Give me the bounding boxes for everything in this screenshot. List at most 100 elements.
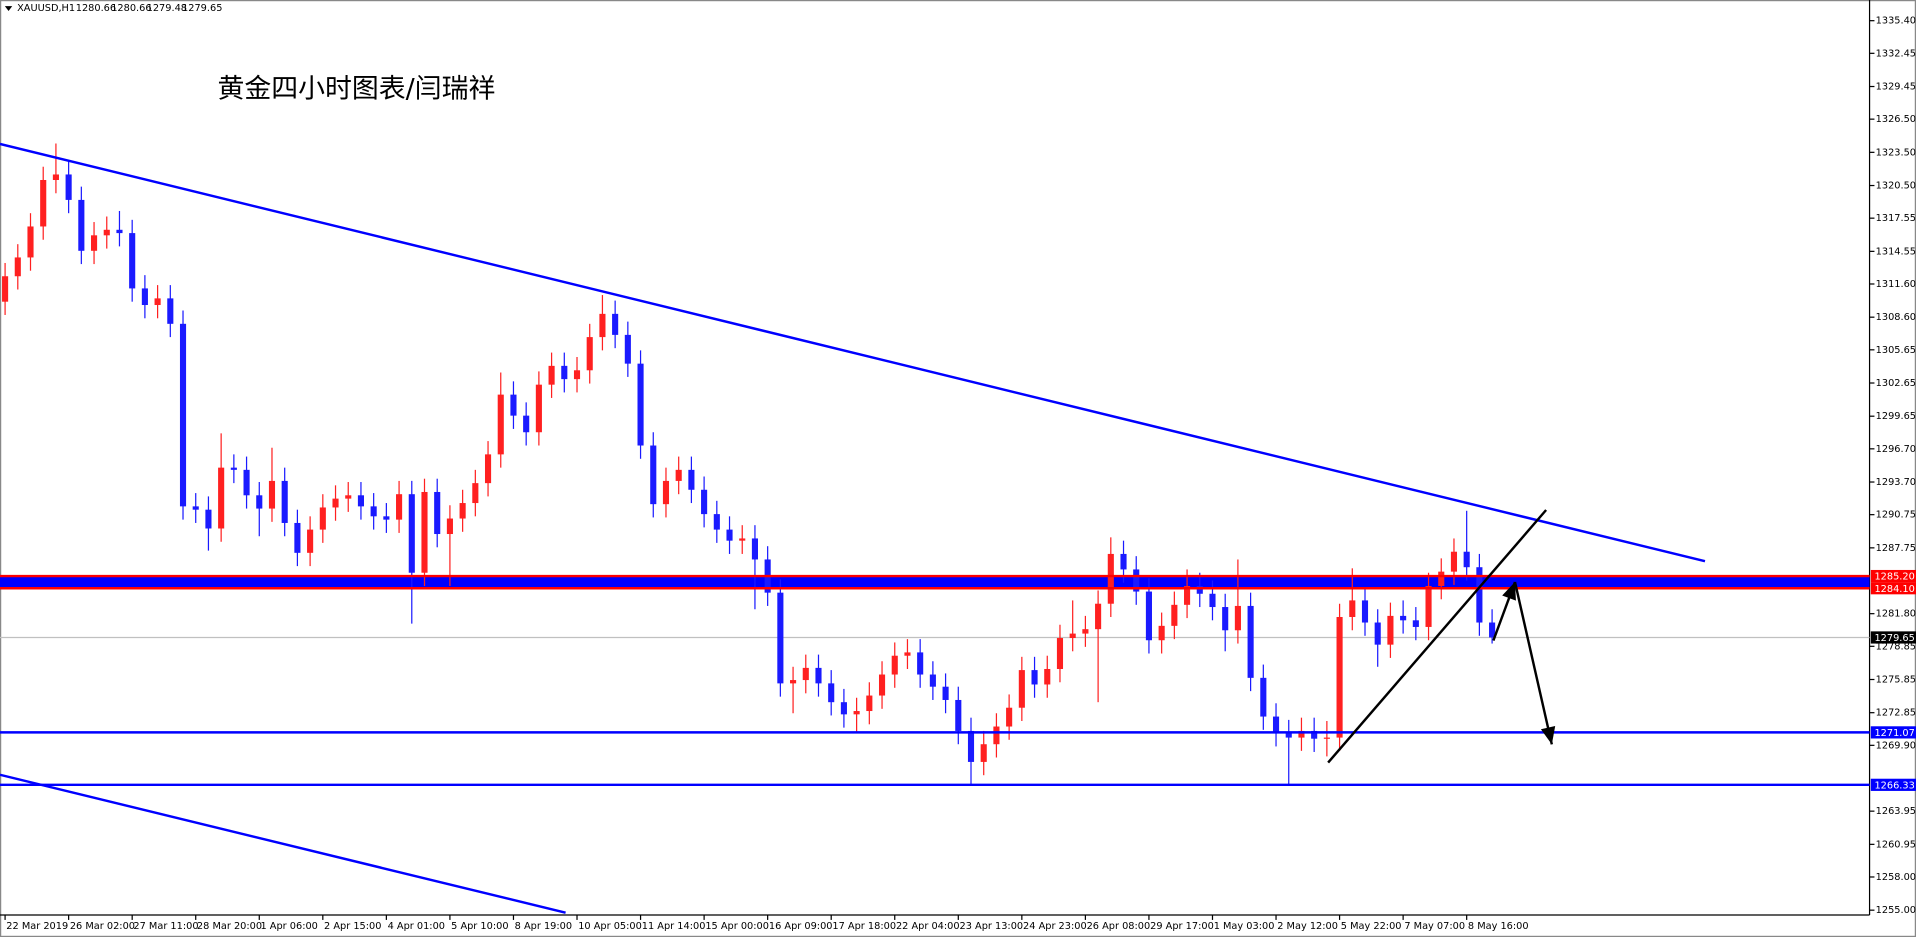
- candle-body: [243, 469, 250, 496]
- price-tag-label: 1279.65: [1874, 633, 1914, 644]
- candle-body: [1450, 551, 1458, 572]
- x-tick-label: 4 Apr 01:00: [388, 921, 445, 932]
- candle-body: [497, 394, 504, 455]
- x-tick-label: 5 Apr 10:00: [451, 921, 508, 932]
- x-tick-label: 26 Apr 08:00: [1087, 921, 1151, 932]
- candle-body: [1184, 586, 1191, 605]
- level-band: [0, 576, 1870, 589]
- candle-body: [1006, 707, 1013, 727]
- x-tick-label: 7 May 07:00: [1404, 921, 1465, 932]
- candle-body: [1234, 605, 1241, 631]
- candle-body: [1145, 591, 1152, 641]
- candle-body: [904, 652, 911, 656]
- candle-body: [1018, 670, 1025, 708]
- y-tick-label: 1314.55: [1876, 246, 1916, 257]
- candle-body: [129, 233, 136, 289]
- candle-body: [396, 494, 403, 520]
- candle-body: [281, 480, 288, 523]
- candle-body: [1285, 733, 1292, 738]
- candle-body: [2, 276, 9, 302]
- candle-body: [561, 365, 568, 380]
- x-tick-label: 5 May 22:00: [1341, 921, 1402, 932]
- candle-body: [1272, 716, 1280, 734]
- candle-body: [612, 313, 619, 335]
- candle-body: [472, 483, 479, 504]
- candle-body: [1069, 633, 1076, 639]
- candle-body: [1107, 553, 1114, 604]
- header-ohlc: 1280.66: [76, 3, 116, 14]
- candle-body: [777, 592, 784, 684]
- y-tick-label: 1269.90: [1876, 740, 1916, 751]
- candle-body: [1476, 567, 1483, 623]
- candle-body: [1412, 620, 1419, 627]
- y-tick-label: 1299.65: [1876, 411, 1916, 422]
- x-tick-label: 17 Apr 18:00: [832, 921, 896, 932]
- y-tick-label: 1296.70: [1876, 444, 1916, 455]
- y-tick-label: 1302.65: [1876, 378, 1916, 389]
- candle-body: [1133, 569, 1140, 592]
- candle-body: [535, 384, 542, 433]
- x-tick-label: 11 Apr 14:00: [642, 921, 706, 932]
- candle-body: [929, 674, 936, 687]
- y-tick-label: 1263.95: [1876, 806, 1916, 817]
- x-tick-label: 1 May 03:00: [1214, 921, 1275, 932]
- candle-body: [116, 229, 123, 234]
- candle-body: [967, 730, 975, 762]
- x-tick-label: 27 Mar 11:00: [133, 921, 198, 932]
- candle-body: [548, 365, 555, 385]
- candle-body: [1463, 551, 1470, 568]
- candle-body: [993, 726, 1000, 745]
- candle-body: [1260, 677, 1267, 717]
- candle-body: [1171, 604, 1178, 626]
- x-tick-label: 24 Apr 23:00: [1023, 921, 1087, 932]
- candle-body: [1311, 730, 1318, 739]
- candle-body: [1400, 615, 1407, 621]
- price-tag: [1870, 582, 1916, 595]
- x-tick-label: 8 May 16:00: [1468, 921, 1529, 932]
- candle-body: [27, 226, 34, 258]
- candle-body: [891, 655, 898, 675]
- candle-body: [230, 467, 237, 470]
- x-tick-label: 8 Apr 19:00: [515, 921, 572, 932]
- candle-body: [828, 683, 835, 703]
- candle-body: [256, 495, 263, 509]
- menu-triangle: [4, 6, 13, 11]
- candle-body: [1095, 603, 1102, 630]
- candle-body: [408, 494, 415, 573]
- header-ohlc: 1279.65: [182, 3, 222, 14]
- candle-body: [383, 516, 390, 520]
- candle-body: [688, 469, 695, 490]
- arrow: [1513, 581, 1556, 745]
- candle-body: [1247, 605, 1254, 678]
- y-tick-label: 1290.75: [1876, 510, 1916, 521]
- y-tick-label: 1260.95: [1876, 839, 1916, 850]
- candle-body: [294, 522, 301, 553]
- header-ohlc: 1279.48: [147, 3, 187, 14]
- candle-body: [739, 538, 746, 541]
- x-tick-label: 23 Apr 13:00: [960, 921, 1024, 932]
- candle-body: [370, 506, 377, 517]
- candle-body: [1120, 553, 1127, 570]
- y-tick-label: 1323.50: [1876, 147, 1916, 158]
- candle-body: [917, 652, 924, 675]
- y-tick-label: 1305.65: [1876, 345, 1916, 356]
- candle-body: [802, 667, 809, 681]
- price-tag-label: 1285.20: [1874, 572, 1914, 583]
- candle-body: [662, 480, 670, 505]
- candle-body: [866, 695, 873, 712]
- candle-body: [52, 174, 59, 180]
- candle-body: [1298, 730, 1305, 738]
- candle-body: [523, 415, 530, 433]
- candle-body: [14, 257, 21, 277]
- candle-body: [980, 744, 987, 762]
- price-tag: [1870, 631, 1916, 644]
- candle-body: [1323, 737, 1330, 739]
- y-tick-label: 1332.45: [1876, 48, 1916, 59]
- price-tag-label: 1271.07: [1874, 728, 1914, 739]
- x-tick-label: 22 Mar 2019: [6, 921, 68, 932]
- candle-body: [307, 529, 314, 553]
- candle-body: [840, 702, 847, 715]
- trendline: [0, 142, 1706, 563]
- candle-body: [90, 235, 98, 251]
